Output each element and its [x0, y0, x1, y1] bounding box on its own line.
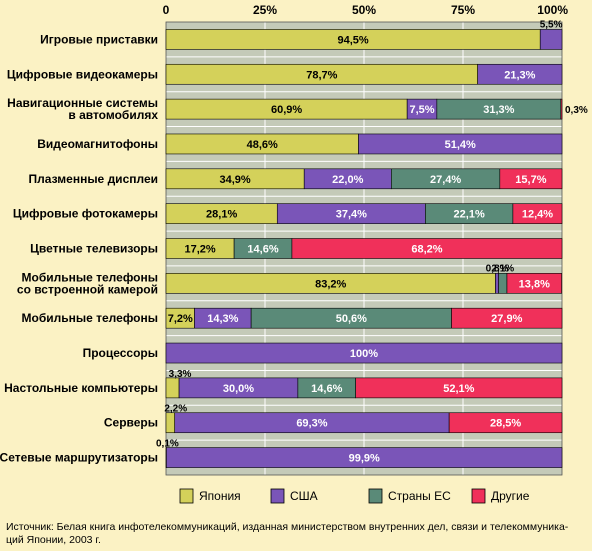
legend-swatch	[179, 488, 194, 504]
category-label: Цифровые фотокамеры	[13, 207, 158, 221]
bar-segment	[448, 412, 563, 434]
x-tick-label: 100%	[537, 3, 568, 17]
bar-segment	[539, 29, 563, 50]
data-label: 14,6%	[311, 383, 342, 395]
bar-segment	[498, 273, 508, 294]
data-label: 14,6%	[247, 244, 278, 256]
data-label: 22,1%	[454, 209, 485, 221]
category-label: в автомобилях	[68, 108, 158, 122]
source-note: Источник: Белая книга инфотелекоммуникац…	[6, 521, 569, 546]
data-label: 15,7%	[515, 174, 546, 186]
data-label: 60,9%	[271, 104, 302, 116]
data-label: 68,2%	[411, 244, 442, 256]
category-label: Цветные телевизоры	[30, 242, 158, 256]
category-label: Мобильные телефоны	[22, 311, 158, 325]
legend-label: Другие	[491, 489, 530, 503]
data-label: 21,3%	[504, 69, 535, 81]
legend-label: Япония	[199, 489, 241, 503]
data-label: 27,9%	[491, 313, 522, 325]
data-label: 78,7%	[306, 69, 337, 81]
bar-segment	[165, 342, 563, 364]
x-tick-label: 25%	[253, 3, 277, 17]
data-label: 94,5%	[338, 34, 369, 46]
data-label: 34,9%	[220, 174, 251, 186]
category-label: Навигационные системы	[7, 96, 158, 110]
data-label: 50,6%	[336, 313, 367, 325]
data-label: 28,1%	[206, 209, 237, 221]
data-label: 2,1%	[491, 263, 514, 274]
data-label: 51,4%	[445, 139, 476, 151]
bar-segment	[495, 273, 499, 294]
legend-swatch	[471, 488, 486, 504]
data-label: 37,4%	[336, 209, 367, 221]
data-label: 7,2%	[168, 313, 193, 325]
legend-swatch	[270, 488, 285, 504]
data-label: 5,5%	[540, 19, 563, 30]
bar-segment	[560, 98, 563, 120]
data-label: 17,2%	[184, 244, 215, 256]
data-label: 31,3%	[483, 104, 514, 116]
bar-segment	[291, 238, 563, 259]
data-label: 83,2%	[315, 278, 346, 290]
category-label: Процессоры	[83, 346, 158, 360]
category-label: со встроенной камерой	[17, 282, 158, 296]
data-label: 14,3%	[207, 313, 238, 325]
bar-segment	[355, 377, 563, 399]
category-label: Цифровые видеокамеры	[7, 67, 158, 81]
bar-segment	[165, 412, 176, 434]
bar-segment	[165, 377, 180, 399]
category-label: Настольные компьютеры	[4, 381, 158, 395]
data-label: 28,5%	[490, 418, 521, 430]
x-tick-label: 75%	[451, 3, 475, 17]
data-label: 12,4%	[522, 209, 553, 221]
x-tick-label: 0	[163, 3, 170, 17]
data-label: 99,9%	[349, 453, 380, 465]
data-label: 52,1%	[443, 383, 474, 395]
legend-label: США	[290, 489, 318, 503]
legend-label: Страны ЕС	[388, 489, 451, 503]
data-label: 27,4%	[430, 174, 461, 186]
bar-segment	[499, 168, 563, 190]
data-label: 22,0%	[332, 174, 363, 186]
data-label: 0,3%	[565, 105, 588, 116]
bar-segment	[451, 307, 563, 329]
data-label: 3,3%	[169, 369, 192, 380]
x-tick-label: 50%	[352, 3, 376, 17]
category-label: Видеомагнитофоны	[37, 137, 158, 151]
data-label: 0,1%	[156, 439, 179, 450]
bar-segment	[358, 133, 563, 155]
category-label: Игровые приставки	[40, 32, 158, 46]
data-label: 2,2%	[164, 404, 187, 415]
bar-segment	[166, 447, 563, 468]
bar-segment	[512, 203, 563, 224]
bar-segment	[477, 63, 563, 85]
legend-swatch	[368, 488, 383, 504]
data-label: 13,8%	[519, 278, 550, 290]
category-label: Серверы	[104, 416, 158, 430]
bar-segment	[506, 273, 562, 294]
data-label: 0,8%	[486, 263, 509, 274]
data-label: 48,6%	[247, 139, 278, 151]
category-label: Плазменные дисплеи	[29, 172, 158, 186]
data-label: 30,0%	[223, 383, 254, 395]
data-label: 69,3%	[296, 418, 327, 430]
category-label: Мобильные телефоны	[22, 270, 158, 284]
category-label: Сетевые маршрутизаторы	[0, 451, 158, 465]
data-label: 7,5%	[409, 104, 434, 116]
data-label: 100%	[350, 348, 378, 360]
